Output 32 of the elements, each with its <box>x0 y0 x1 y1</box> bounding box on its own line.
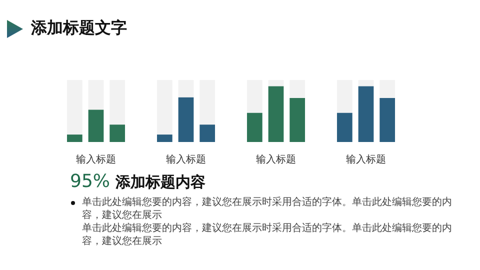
bar <box>380 80 396 98</box>
bar <box>200 80 216 125</box>
x-axis-title: 输入标题 <box>166 154 206 166</box>
x-axis-title: 输入标题 <box>256 154 296 166</box>
bar <box>66 134 82 142</box>
bar <box>66 80 82 135</box>
bar <box>88 80 104 110</box>
bar <box>336 112 352 142</box>
bar <box>178 97 194 142</box>
bar <box>246 112 262 142</box>
bar <box>358 86 374 142</box>
bar <box>380 98 396 142</box>
bar <box>268 86 284 142</box>
bar <box>110 124 126 142</box>
bar <box>358 80 374 86</box>
text: 单击此处编辑您要的内容，建议您在展示时采用合适的字体。单击此处编辑您要的内容，建议您在展示 <box>82 196 453 222</box>
bar <box>268 80 284 86</box>
bar <box>246 80 262 113</box>
bar <box>156 134 172 142</box>
bar <box>88 110 104 142</box>
x-axis-title: 输入标题 <box>76 154 116 166</box>
bar <box>290 98 306 142</box>
x-axis-title: 输入标题 <box>346 154 386 166</box>
bar <box>178 80 194 98</box>
bar <box>290 80 306 98</box>
text: 单击此处编辑您要的内容，建议您在展示时采用合适的字体。单击此处编辑您要的内容，建议您在展示 <box>82 222 453 248</box>
bar <box>110 80 126 125</box>
text: 95% 添加标题内容 <box>70 171 206 192</box>
text: 添加标题文字 <box>31 18 127 39</box>
bar <box>336 80 352 113</box>
bar <box>156 80 172 135</box>
bar <box>200 124 216 142</box>
